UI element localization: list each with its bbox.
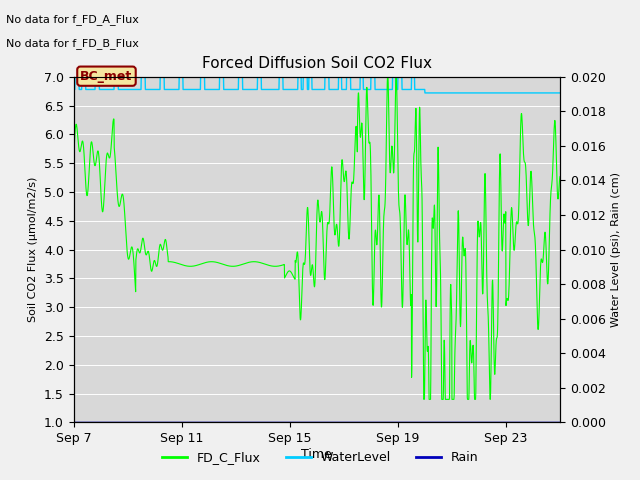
X-axis label: Time: Time — [301, 448, 332, 461]
Y-axis label: Soil CO2 Flux (μmol/m2/s): Soil CO2 Flux (μmol/m2/s) — [28, 177, 38, 322]
Text: BC_met: BC_met — [81, 70, 132, 83]
Y-axis label: Water Level (psi), Rain (cm): Water Level (psi), Rain (cm) — [611, 172, 621, 327]
Text: No data for f_FD_A_Flux: No data for f_FD_A_Flux — [6, 14, 140, 25]
Text: No data for f_FD_B_Flux: No data for f_FD_B_Flux — [6, 38, 140, 49]
Title: Forced Diffusion Soil CO2 Flux: Forced Diffusion Soil CO2 Flux — [202, 57, 432, 72]
Legend: FD_C_Flux, WaterLevel, Rain: FD_C_Flux, WaterLevel, Rain — [157, 446, 483, 469]
